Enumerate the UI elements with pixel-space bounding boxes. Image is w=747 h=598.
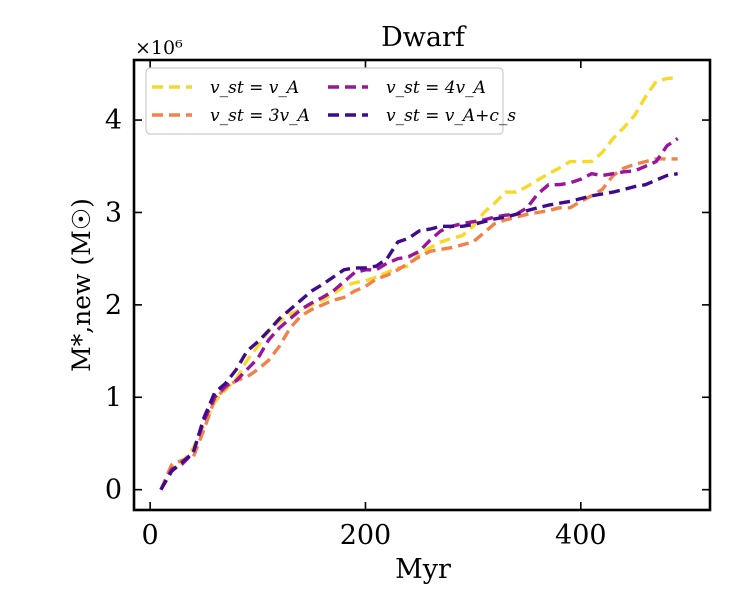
series-line-2: [159, 157, 678, 491]
y-tick-label-3: 3: [105, 197, 122, 228]
y-multiplier-label: ×10⁶: [135, 37, 183, 59]
series-line-3: [159, 137, 679, 491]
x-tick-label-200: 200: [340, 520, 392, 551]
legend-label-1: v_st = v_A: [210, 78, 299, 98]
y-tick-label-0: 0: [105, 475, 122, 506]
legend-label-4: v_st = v_A+c_s: [386, 106, 516, 126]
chart-title: Dwarf: [381, 22, 467, 53]
x-tick-label-400: 400: [555, 520, 607, 551]
legend-label-2: v_st = 3v_A: [210, 106, 310, 126]
y-tick-label-4: 4: [105, 105, 122, 136]
y-tick-label-2: 2: [105, 290, 122, 321]
y-tick-label-1: 1: [105, 382, 122, 413]
series-line-1: [159, 75, 678, 491]
legend: v_st = v_A v_st = 3v_A v_st = 4v_A v_st = v…: [145, 67, 516, 135]
series-line-4: [159, 172, 678, 491]
plot-frame: [132, 58, 712, 512]
y-axis-label: M*,new (M☉): [67, 198, 96, 372]
legend-box: [145, 67, 504, 135]
legend-label-3: v_st = 4v_A: [386, 78, 486, 98]
x-axis-label: Myr: [395, 554, 451, 585]
x-tick-label-0: 0: [142, 520, 159, 551]
